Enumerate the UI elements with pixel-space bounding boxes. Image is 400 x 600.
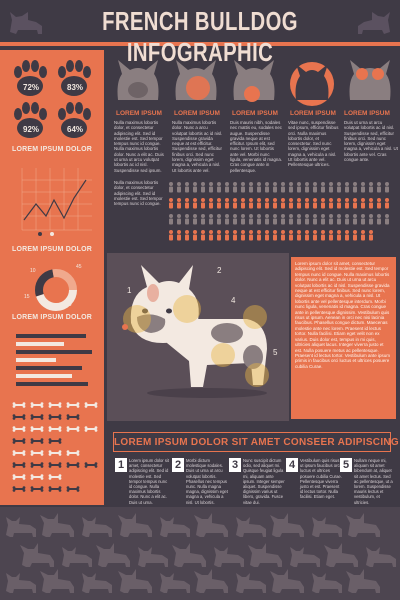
column-text: Duis ut urna ut arcu volutpat lobortis a… [344,120,398,163]
left-column: 72% 83% 92% 64% LOREM IPSUM DOLOR LOREM … [0,50,104,505]
step-text: Morbi dictum molestique sodales. Duis ut… [186,458,228,505]
dog-silhouette-icon [358,12,390,34]
page-title: FRENCH BULLDOG INFOGRAPHIC [102,6,298,67]
step-item: 4 Vestibulum quis risus ut ipsum faucibu… [286,458,342,506]
header: FRENCH BULLDOG INFOGRAPHIC [0,0,400,67]
dog-silhouette-icon [10,12,42,34]
step-item: 2 Morbi dictum molestique sodales. Duis … [172,458,228,506]
dog-silhouettes-icon [6,513,396,593]
dog-head-icon [117,60,159,100]
dog-label: 3 [203,342,208,351]
line-series [23,179,87,221]
paw-icon [58,102,91,138]
column-text: Vitae nunc, suspendisse sed ipsum, effic… [288,120,339,168]
dog-head-icon [349,60,391,100]
step-number: 1 [115,458,127,472]
section-title: LOREM IPSUM DOLOR [12,246,93,253]
paw-percent: 83% [67,83,84,92]
dog-illustration-panel: 2 1 4 3 5 [107,253,289,421]
donut-label: 15 [24,294,30,300]
dog-head-icon [233,60,275,102]
step-text: Vestibulum quis risus ut ipsum faucibus … [300,458,342,500]
paw-stats [14,60,91,138]
step-item: 1 Lorem ipsum dolor sit amet, consectetu… [115,458,171,506]
dog-label: 4 [231,296,236,305]
section-title: LOREM IPSUM DOLOR [12,314,93,321]
column-title: LOREM IPSUM [232,110,278,117]
section-title: LOREM IPSUM DOLOR [12,146,93,153]
right-text-panel: Lorem ipsum dolor sit amet, consectetur … [291,257,396,419]
paw-icon [58,60,91,96]
dog-label: 5 [273,348,278,357]
dog-head-icon [290,62,334,106]
bar-chart [16,334,92,386]
bulldog-illustration: 2 1 4 3 5 [122,265,278,398]
banner: LOREM IPSUM DOLOR SIT AMET CONSEER ADIPI… [113,432,399,452]
footer-dogs [0,507,400,600]
line-chart [21,168,92,236]
step-number: 2 [172,458,184,472]
column-title: LOREM IPSUM [174,110,220,117]
column-text: Nulla maximus lobortis dolor, et consect… [114,120,164,173]
dog-label: 2 [217,266,222,275]
banner-text: LOREM IPSUM DOLOR SIT AMET CONSEER ADIPI… [114,437,399,448]
paw-icon [14,102,47,138]
step-item: 5 Nullam neque mi, aliquam sit amet bibe… [340,458,396,506]
step-number: 4 [286,458,298,472]
step-number: 5 [340,458,352,472]
bone-chart [12,402,98,492]
paw-percent: 64% [67,125,84,134]
step-number: 3 [229,458,241,472]
column-title: LOREM IPSUM [344,110,390,117]
note-text: Nulla maximus lobortis dolor, et consect… [114,180,163,207]
donut-chart [35,269,77,311]
column-title: LOREM IPSUM [116,110,162,117]
column-text: Nulla maximus lobortis dolor. Nunc a arc… [172,120,223,173]
dog-heads-row [112,52,400,114]
donut-label: 50 [66,302,72,308]
paw-percent: 72% [23,83,40,92]
paw-icon [14,60,47,96]
step-text: Nullam neque mi, aliquam sit amet bibend… [354,458,393,505]
donut-label: 10 [30,268,36,274]
step-text: Lorem ipsum dolor sit amet, consectetur … [129,458,170,505]
donut-label: 45 [76,264,82,270]
step-item: 3 Nunc suscipit dictum odio, sed aliquet… [229,458,285,506]
dog-head-icon [175,60,217,100]
step-text: Nunc suscipit dictum odio, sed aliquet m… [243,458,285,505]
dog-label: 1 [127,286,132,295]
paw-percent: 92% [23,125,40,134]
column-text: Duis mauris nibh, sodales nec mattis eu,… [230,120,282,173]
column-title: LOREM IPSUM [290,110,336,117]
people-pictograph [169,182,389,241]
